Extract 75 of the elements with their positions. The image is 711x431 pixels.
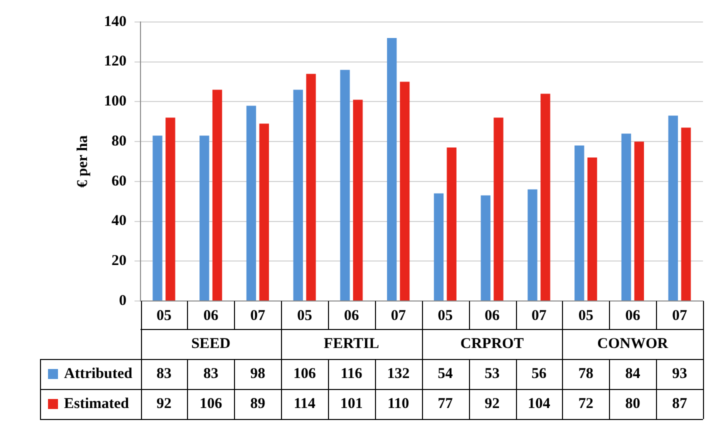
bar — [480, 195, 490, 300]
data-label: 80 — [625, 396, 640, 412]
x-tick-label: 07 — [672, 308, 688, 324]
y-tick-label: 0 — [119, 292, 126, 309]
data-label: 116 — [340, 366, 363, 382]
data-label: 132 — [387, 366, 410, 382]
y-tick-label: 20 — [112, 253, 126, 270]
data-label: 98 — [250, 366, 266, 382]
bar — [293, 90, 303, 300]
bar — [587, 158, 598, 300]
legend-label: Estimated — [64, 396, 130, 412]
data-label: 53 — [484, 366, 500, 382]
bar — [528, 189, 538, 300]
data-label: 92 — [156, 396, 172, 412]
text: CONWOR — [597, 336, 668, 352]
bar — [634, 142, 644, 300]
bar — [340, 70, 350, 300]
bar — [353, 100, 363, 300]
data-label: 77 — [438, 396, 454, 412]
data-label: 106 — [293, 366, 316, 382]
x-tick-label: 05 — [578, 308, 594, 324]
x-tick-label: 07 — [250, 308, 266, 324]
x-tick-label: 06 — [625, 308, 641, 324]
data-label: 110 — [387, 396, 410, 412]
data-label: 89 — [250, 396, 266, 412]
x-tick-label: 06 — [344, 308, 360, 324]
bar — [152, 136, 162, 300]
data-label: 101 — [340, 396, 363, 412]
y-tick-label: 80 — [112, 133, 126, 150]
bar — [574, 146, 584, 300]
data-label: 93 — [672, 366, 688, 382]
data-label: 83 — [203, 366, 218, 382]
data-label: 78 — [578, 366, 594, 382]
x-tick-label: 07 — [390, 308, 406, 324]
data-label: 83 — [156, 366, 172, 382]
bar — [246, 106, 256, 300]
data-label: 84 — [625, 366, 641, 382]
y-tick-label: 100 — [104, 94, 126, 110]
data-label: 56 — [531, 366, 547, 382]
data-label: 87 — [672, 396, 688, 412]
y-axis-title: € per ha — [74, 134, 91, 188]
data-label: 54 — [438, 366, 454, 382]
data-label: 114 — [294, 396, 316, 412]
bar — [446, 148, 456, 300]
data-label: 92 — [484, 396, 500, 412]
bar — [681, 128, 691, 300]
y-tick-label: 140 — [104, 14, 126, 30]
x-tick-label: 06 — [203, 308, 219, 324]
data-label: 104 — [528, 396, 551, 412]
bar — [306, 74, 316, 300]
data-label: 72 — [578, 396, 594, 412]
bar — [621, 134, 632, 300]
x-tick-label: 05 — [297, 308, 312, 324]
bar — [212, 90, 222, 300]
text: FERTIL — [324, 336, 380, 352]
bar — [668, 116, 678, 300]
x-tick-label: 07 — [531, 308, 547, 324]
bar — [400, 82, 410, 300]
text: CRPROT — [460, 336, 524, 352]
data-label: 106 — [200, 396, 223, 412]
legend-label: Attributed — [64, 366, 133, 382]
bar — [259, 124, 269, 300]
bar — [540, 94, 550, 300]
text: SEED — [191, 336, 231, 352]
y-tick-label: 40 — [112, 213, 126, 230]
y-tick-label: 120 — [104, 54, 126, 70]
x-tick-label: 05 — [438, 308, 453, 324]
bar — [434, 193, 444, 300]
y-tick-label: 60 — [112, 173, 126, 190]
bar — [200, 136, 210, 300]
x-tick-label: 06 — [484, 308, 500, 324]
bar — [387, 38, 397, 300]
bar — [166, 118, 176, 300]
bar — [494, 118, 504, 300]
x-tick-label: 05 — [156, 308, 172, 324]
